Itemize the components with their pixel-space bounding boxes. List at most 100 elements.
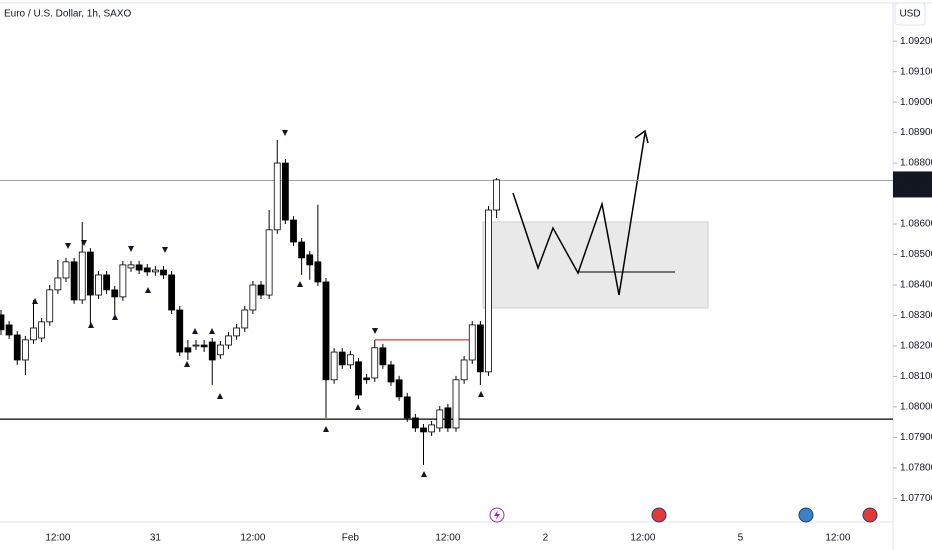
flag-icon[interactable]: [862, 507, 878, 523]
marker-up: [88, 322, 94, 328]
marker-down: [162, 247, 168, 253]
candle-body: [322, 281, 330, 381]
lightning: [494, 510, 500, 520]
candle-body: [103, 274, 111, 291]
y-tick-label: 1.08900: [900, 127, 932, 138]
candle-body: [38, 321, 46, 339]
chart-title: Euro / U.S. Dollar, 1h, SAXO: [4, 9, 131, 20]
candle-body: [21, 339, 29, 361]
candle-body: [273, 162, 281, 231]
candle-body: [176, 309, 184, 353]
marker-up: [145, 287, 151, 293]
candle-body: [306, 254, 314, 266]
candle-body: [233, 327, 241, 337]
candle-body: [338, 351, 346, 366]
candle-body: [460, 359, 468, 381]
candle-body: [46, 289, 54, 323]
last-price-label: 1.08743: [898, 174, 932, 185]
marker-up: [209, 328, 215, 334]
candle-body: [241, 309, 249, 329]
candle-body: [485, 209, 492, 373]
currency-label[interactable]: USD: [899, 9, 920, 20]
marker-up: [478, 391, 484, 397]
candle-body: [119, 264, 127, 298]
currency-box[interactable]: [894, 2, 926, 26]
candle-body: [387, 364, 395, 383]
x-tick-label: 2: [543, 533, 549, 544]
y-tick-label: 1.08400: [900, 280, 932, 291]
y-tick-label: 1.08100: [900, 371, 932, 382]
candle-body: [86, 251, 94, 296]
arrow-head[interactable]: [634, 129, 649, 144]
projection-drawing[interactable]: [512, 129, 675, 296]
candle-body: [143, 267, 151, 273]
candle-body: [403, 396, 411, 419]
x-tick-label: 12:00: [435, 533, 460, 544]
flag-icon[interactable]: [798, 507, 814, 523]
candle-body: [371, 347, 379, 379]
candle-body: [281, 162, 289, 221]
candle-body: [70, 261, 78, 301]
marker-up: [192, 328, 198, 334]
candle-body: [395, 379, 403, 398]
y-tick-label: 1.09000: [900, 97, 932, 108]
y-tick-label: 1.08200: [900, 341, 932, 352]
candle-body: [428, 424, 436, 433]
candle-body: [78, 251, 86, 301]
y-tick-label: 1.08800: [900, 158, 932, 169]
marker-down: [65, 243, 71, 249]
candle-body: [346, 354, 354, 366]
y-tick-label: 1.08000: [900, 402, 932, 413]
candle-body: [330, 351, 338, 381]
y-tick-label: 1.07800: [900, 463, 932, 474]
candle-body: [314, 261, 322, 283]
marker-up: [355, 404, 361, 410]
candle-body: [444, 407, 452, 429]
marker-up: [184, 361, 190, 367]
candle-body: [54, 277, 62, 291]
candle-body: [476, 324, 484, 373]
marker-up: [323, 426, 329, 432]
y-tick-label: 1.07700: [900, 493, 932, 504]
candle-body: [420, 427, 427, 433]
y-tick-label: 1.09100: [900, 66, 932, 77]
candle-body: [95, 274, 102, 296]
event-icons: [489, 507, 878, 523]
candle-body: [411, 417, 419, 429]
candle-body: [5, 324, 13, 336]
x-tick-label: 12:00: [240, 533, 265, 544]
marker-up: [217, 393, 223, 399]
marker-down: [128, 246, 134, 252]
flag-icon[interactable]: [651, 507, 667, 523]
y-tick-label: 1.09200: [900, 36, 932, 47]
x-tick-label: Feb: [342, 533, 360, 544]
marker-down: [372, 328, 378, 334]
x-tick-label: 5: [738, 533, 744, 544]
candle-body: [127, 264, 135, 269]
candle-body: [216, 344, 224, 356]
zone-box[interactable]: [482, 221, 709, 309]
candle-body: [151, 269, 159, 273]
candle-body: [355, 361, 362, 396]
marker-up: [421, 471, 427, 477]
candle-body: [208, 341, 216, 361]
marker-up: [297, 281, 303, 287]
candle-body: [111, 289, 119, 298]
x-tick-label: 12:00: [630, 533, 655, 544]
x-tick-label: 31: [150, 533, 162, 544]
candle-body: [493, 179, 501, 211]
candle-body: [436, 409, 444, 429]
candle-body: [265, 229, 273, 296]
candle-body: [184, 347, 192, 353]
zigzag-path[interactable]: [512, 132, 646, 296]
candle-body: [363, 377, 371, 381]
candle-body: [168, 274, 176, 311]
x-tick-label: 12:00: [825, 533, 850, 544]
candle-body: [468, 324, 476, 361]
marker-down: [282, 130, 288, 136]
candle-body: [135, 264, 143, 271]
candle-body: [379, 347, 387, 366]
x-tick-label: 12:00: [45, 533, 70, 544]
